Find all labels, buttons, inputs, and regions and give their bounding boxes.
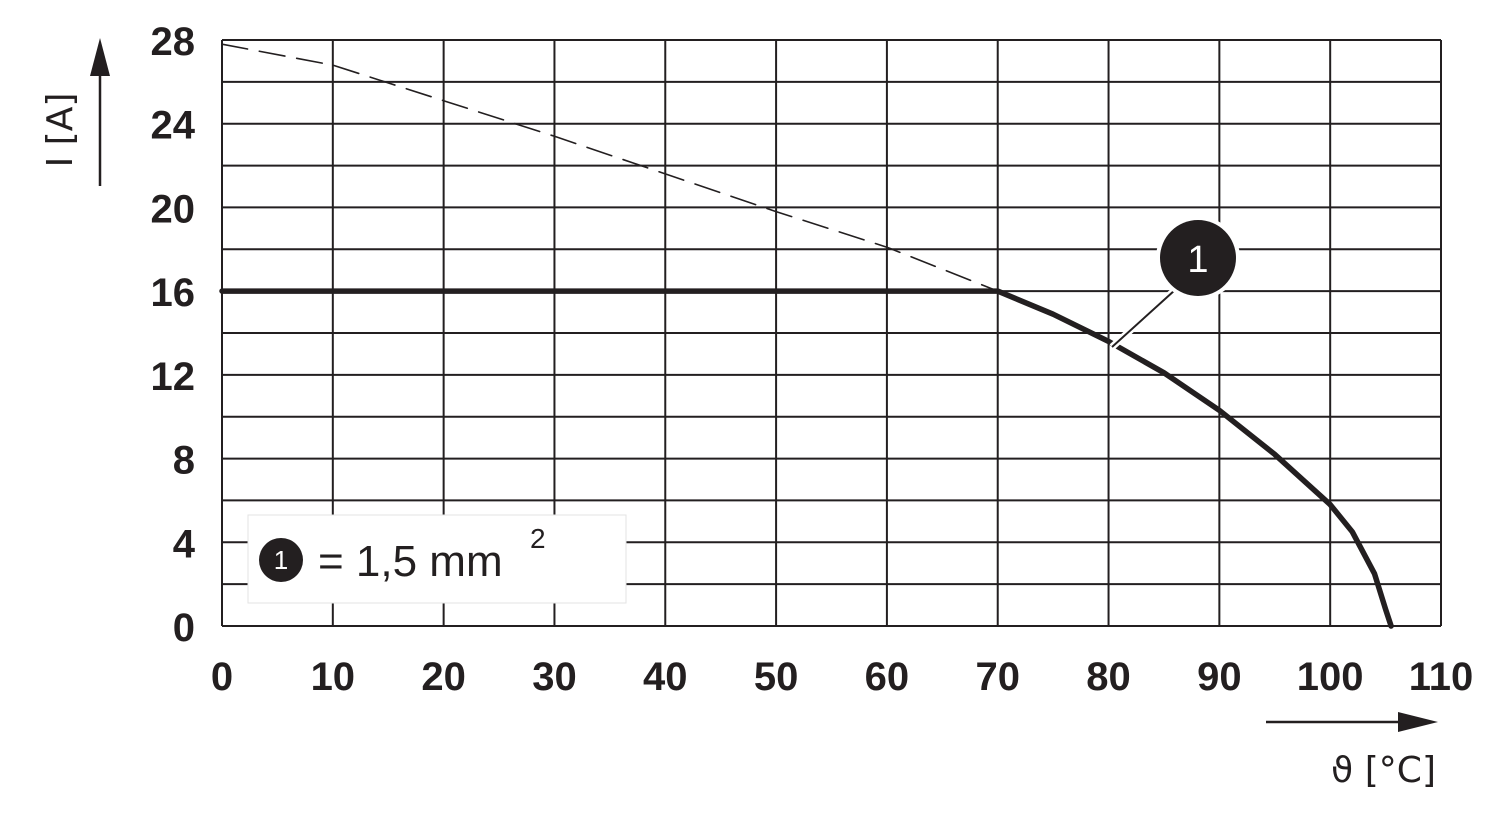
legend-box [247, 514, 627, 604]
y-tick-label: 24 [151, 104, 196, 148]
legend: 1 = 1,5 mm 2 [247, 514, 627, 604]
series-callout: 1 [1109, 216, 1240, 350]
x-tick-label: 90 [1197, 655, 1242, 699]
y-tick-label: 28 [151, 20, 196, 64]
callout-circle-icon [1160, 220, 1236, 296]
y-tick-label: 8 [173, 439, 195, 483]
x-tick-label: 0 [211, 655, 233, 699]
y-tick-label: 0 [173, 606, 195, 650]
y-tick-label: 4 [173, 522, 196, 566]
series-line-1 [219, 288, 1394, 629]
x-tick-label: 50 [754, 655, 799, 699]
x-tick-label: 80 [1086, 655, 1131, 699]
x-tick-label: 70 [975, 655, 1020, 699]
y-axis-title: I [A] [40, 38, 110, 186]
y-tick-label: 20 [151, 187, 196, 231]
x-tick-label: 10 [311, 655, 356, 699]
x-tick-label: 60 [865, 655, 910, 699]
callout-number: 1 [1187, 239, 1208, 281]
y-tick-label: 12 [151, 355, 196, 399]
legend-marker-icon [259, 538, 303, 582]
y-tick-label: 16 [151, 271, 196, 315]
x-tick-label: 100 [1297, 655, 1364, 699]
series-line-dashed [221, 43, 999, 292]
x-tick-label: 20 [421, 655, 466, 699]
y-tick-labels: 0 4 8 12 16 20 24 28 [151, 20, 196, 650]
x-tick-label: 110 [1409, 655, 1474, 699]
x-axis-arrow-icon [1398, 712, 1438, 732]
legend-marker-number: 1 [274, 545, 288, 575]
x-axis-label: ϑ [°C] [1331, 750, 1436, 791]
x-tick-label: 30 [532, 655, 577, 699]
x-axis-title: ϑ [°C] [1266, 712, 1438, 791]
legend-superscript: 2 [530, 523, 546, 554]
y-axis-arrow-icon [90, 38, 110, 76]
y-axis-label: I [A] [40, 93, 81, 168]
x-tick-labels: 0 10 20 30 40 50 60 70 80 90 100 110 [211, 655, 1473, 699]
legend-label: = 1,5 mm [318, 537, 503, 586]
series-lines [219, 43, 1394, 629]
x-tick-label: 40 [643, 655, 688, 699]
